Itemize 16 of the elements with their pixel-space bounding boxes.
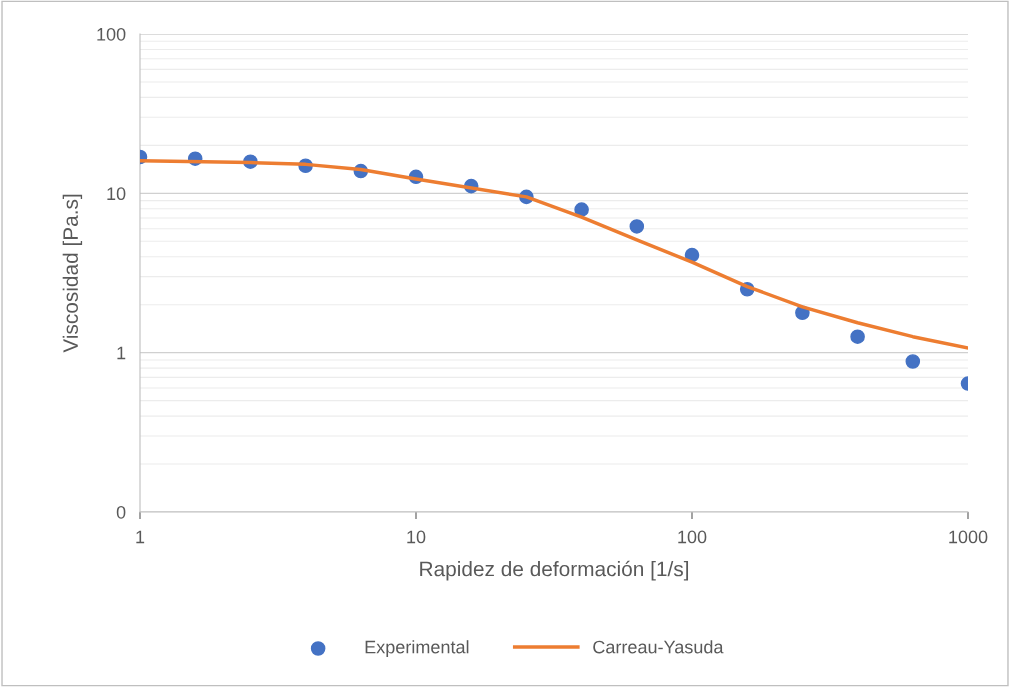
point bbox=[850, 329, 865, 344]
x-axis-title: Rapidez de deformación [1/s] bbox=[420, 560, 689, 581]
y-tick-label: 1 bbox=[117, 346, 126, 360]
point bbox=[905, 354, 921, 369]
x-tick-label: 1000 bbox=[949, 530, 988, 544]
x-tick-label: 10 bbox=[407, 530, 426, 544]
y-axis-title: Viscosidad [Pa.s] bbox=[62, 194, 83, 353]
legend-label: Carreau-Yasuda bbox=[593, 640, 724, 654]
x-tick-label: 100 bbox=[678, 530, 707, 544]
point bbox=[629, 219, 645, 234]
y-tick-label: 0 bbox=[116, 505, 126, 519]
point bbox=[574, 202, 589, 217]
y-tick-label: 10 bbox=[107, 187, 126, 201]
legend-label: Experimental bbox=[365, 640, 469, 658]
x-tick-label: 1 bbox=[136, 530, 145, 544]
y-tick-label: 100 bbox=[97, 27, 126, 41]
